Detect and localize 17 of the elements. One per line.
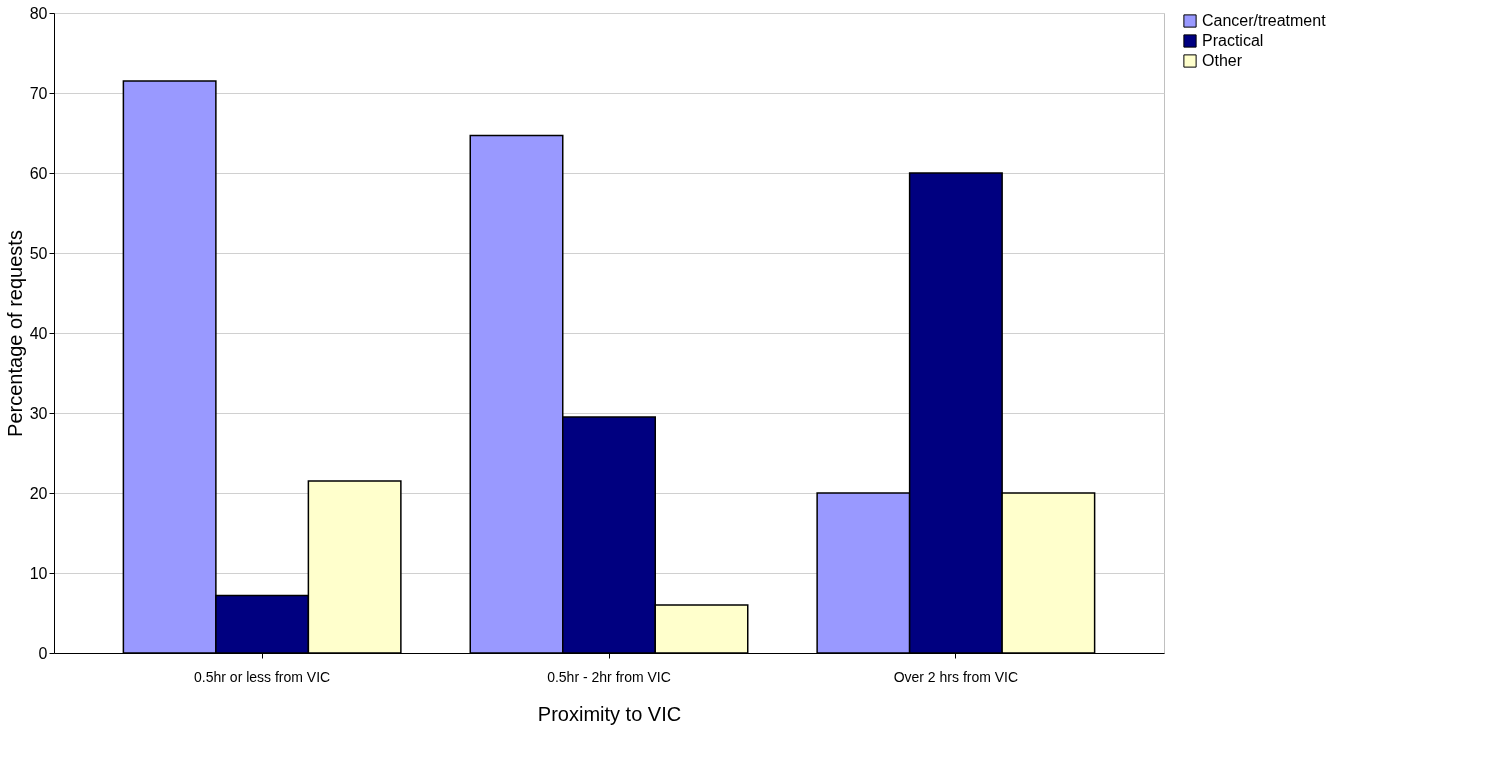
y-tick-label: 80 <box>29 4 48 22</box>
y-tick-label: 60 <box>29 164 48 182</box>
y-tick-label: 0 <box>38 644 48 662</box>
y-tick-label: 40 <box>29 324 48 342</box>
y-tick-label: 50 <box>29 244 48 262</box>
legend-label: Practical <box>1202 32 1264 49</box>
y-tick-label: 30 <box>29 404 48 422</box>
y-tick-label: 20 <box>29 484 48 502</box>
x-axis-title: Proximity to VIC <box>537 702 682 725</box>
y-tick-label: 10 <box>29 564 48 582</box>
x-tick-label: 0.5hr or less from VIC <box>194 668 331 685</box>
y-tick-label: 70 <box>29 84 48 102</box>
legend-label: Other <box>1202 52 1243 69</box>
x-tick-label: 0.5hr - 2hr from VIC <box>547 668 671 685</box>
y-axis-title: Percentage of requests <box>3 230 26 437</box>
x-tick-label: Over 2 hrs from VIC <box>893 668 1019 685</box>
legend-label: Cancer/treatment <box>1202 12 1327 29</box>
